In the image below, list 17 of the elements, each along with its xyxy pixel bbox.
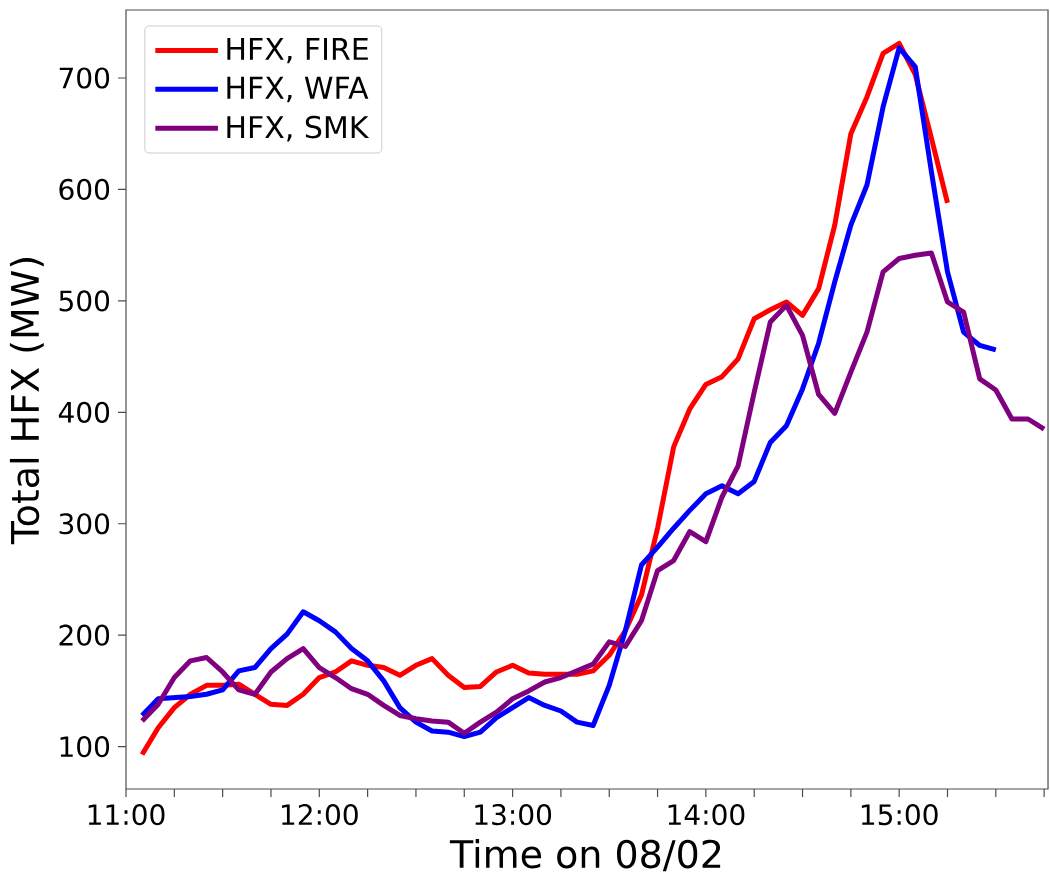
y-tick-label: 600 (59, 178, 110, 201)
legend-label: HFX, FIRE (227, 37, 368, 64)
x-axis-title: Time on 08/02 (449, 838, 721, 872)
y-tick-label: 700 (59, 67, 110, 89)
legend-label: HFX, SMK (227, 115, 370, 142)
x-tick-label: 15:00 (861, 804, 938, 826)
y-tick-label: 300 (59, 513, 110, 535)
x-tick-label: 11:00 (88, 804, 165, 826)
y-tick-label: 100 (60, 736, 110, 758)
y-axis-title: Total HFX (MW) (9, 258, 44, 545)
y-tick-label: 500 (59, 290, 110, 312)
y-tick-label: 400 (58, 401, 110, 423)
x-tick-label: 12:00 (282, 804, 358, 826)
x-tick-label: 14:00 (668, 804, 745, 826)
x-tick-label: 13:00 (475, 804, 552, 826)
legend-label: HFX, WFA (227, 76, 369, 103)
y-tick-label: 200 (59, 624, 110, 646)
